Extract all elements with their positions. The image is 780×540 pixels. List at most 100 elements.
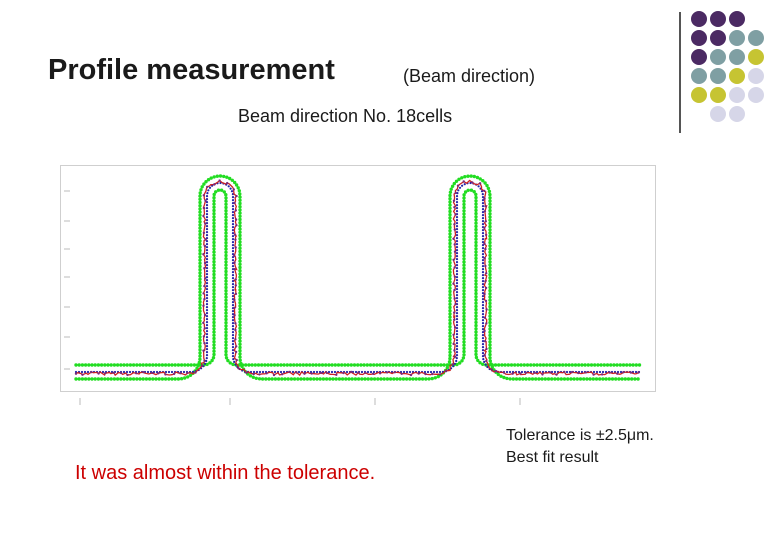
measured-points-point	[342, 371, 345, 375]
tolerance-upper-point	[401, 377, 406, 381]
tolerance-upper-point	[198, 248, 202, 253]
measured-points-point	[519, 372, 522, 375]
nominal-profile-point	[80, 370, 84, 374]
decor-dot	[710, 68, 726, 84]
measured-points-point	[233, 254, 236, 257]
tolerance-upper-point	[448, 289, 452, 294]
tolerance-lower-point	[458, 361, 462, 365]
nominal-profile-point	[205, 219, 209, 222]
tolerance-lower-point	[513, 363, 517, 367]
decor-dot	[710, 49, 726, 65]
tolerance-lower-point	[212, 224, 216, 229]
tolerance-upper-point	[566, 377, 570, 381]
nominal-profile-point	[205, 279, 209, 282]
nominal-profile-point	[205, 213, 209, 216]
nominal-profile-point	[231, 340, 235, 343]
tolerance-upper-point	[198, 229, 202, 233]
tolerance-upper-point	[254, 376, 258, 380]
nominal-profile-point	[231, 355, 235, 358]
tolerance-lower-point	[463, 190, 468, 194]
nominal-profile-point	[455, 210, 459, 213]
nominal-profile-point	[279, 370, 283, 374]
tolerance-lower-point	[240, 363, 245, 367]
nominal-profile-point	[128, 370, 132, 374]
tolerance-upper-point	[582, 377, 586, 381]
tolerance-upper-point	[457, 177, 461, 181]
measured-points-point	[453, 311, 456, 314]
tolerance-upper-point	[238, 285, 242, 289]
tolerance-upper-point	[488, 260, 492, 264]
tolerance-lower-point	[462, 247, 466, 251]
nominal-profile-point	[455, 225, 459, 228]
measured-points-point	[462, 180, 465, 183]
nominal-profile-point	[203, 362, 207, 365]
tolerance-lower-point	[529, 363, 533, 367]
nominal-profile-point	[505, 370, 509, 374]
nominal-profile-point	[205, 318, 209, 321]
tolerance-upper-point	[488, 263, 492, 267]
tolerance-upper-point	[198, 210, 202, 214]
measured-points-point	[234, 292, 238, 296]
measured-points-point	[438, 373, 442, 376]
nominal-profile-point	[568, 370, 572, 374]
tolerance-upper-point	[312, 377, 316, 381]
tolerance-upper-point	[198, 335, 202, 339]
measured-points-point	[400, 372, 403, 375]
tolerance-lower-point	[462, 282, 466, 287]
nominal-profile-point	[83, 370, 87, 374]
measured-points-point	[350, 370, 353, 374]
tolerance-upper-point	[488, 317, 492, 322]
tolerance-lower-point	[128, 363, 133, 367]
nominal-profile-point	[231, 235, 235, 238]
tolerance-lower-point	[362, 363, 366, 367]
tolerance-lower-point	[577, 363, 581, 367]
measured-points-point	[232, 188, 235, 191]
tolerance-upper-point	[448, 219, 452, 223]
tolerance-upper-point	[198, 309, 202, 313]
tolerance-lower-point	[224, 301, 228, 306]
nominal-profile-point	[481, 241, 485, 244]
tolerance-upper-point	[448, 209, 452, 214]
nominal-profile-point	[481, 322, 485, 325]
measured-points-point	[483, 257, 486, 260]
measured-points-point	[235, 194, 238, 198]
measured-points-point	[203, 359, 206, 362]
tolerance-upper-point	[324, 377, 329, 381]
tolerance-lower-point	[474, 336, 478, 341]
tolerance-lower-point	[481, 362, 485, 366]
tolerance-lower-point	[474, 346, 478, 350]
nominal-profile-point	[205, 201, 209, 204]
measured-points-point	[103, 372, 107, 375]
nominal-profile-point	[261, 370, 265, 374]
nominal-profile-point	[481, 232, 485, 235]
nominal-profile-point	[435, 370, 439, 374]
tolerance-upper-point	[448, 203, 452, 207]
tolerance-lower-point	[551, 363, 555, 367]
nominal-profile-point	[592, 370, 596, 374]
tolerance-lower-point	[224, 305, 228, 309]
nominal-profile-point	[205, 210, 209, 213]
tolerance-lower-point	[462, 301, 466, 306]
nominal-profile-point	[231, 265, 235, 268]
tolerance-upper-point	[350, 377, 354, 381]
tolerance-upper-point	[198, 274, 202, 278]
tolerance-lower-point	[244, 363, 248, 367]
measured-points-point	[483, 226, 486, 229]
measured-points-point	[483, 189, 486, 193]
tolerance-upper-point	[448, 321, 452, 326]
tolerance-lower-point	[212, 346, 216, 350]
tolerance-lower-point	[212, 231, 216, 235]
nominal-profile-point	[455, 359, 458, 363]
nominal-profile-point	[231, 292, 235, 295]
tolerance-lower-point	[212, 311, 216, 315]
tolerance-lower-point	[141, 363, 145, 367]
tolerance-upper-point	[230, 178, 234, 182]
nominal-profile-point	[101, 370, 105, 374]
measured-points-point	[511, 372, 514, 375]
measured-points-point	[288, 370, 291, 374]
tolerance-upper-point	[238, 195, 242, 199]
decor-dot	[691, 87, 707, 103]
tolerance-upper-point	[408, 377, 412, 381]
nominal-profile-point	[455, 306, 459, 309]
nominal-profile-point	[205, 258, 209, 261]
